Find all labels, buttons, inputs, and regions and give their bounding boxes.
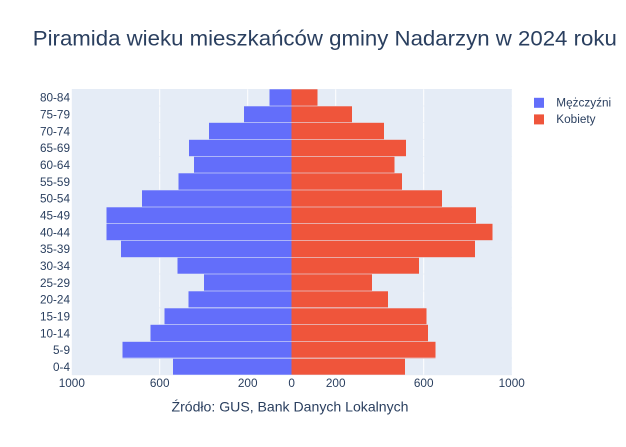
svg-text:30-34: 30-34 [40,260,71,273]
svg-text:1000: 1000 [499,377,526,390]
svg-text:70-74: 70-74 [40,125,71,138]
svg-text:75-79: 75-79 [40,109,70,122]
svg-text:Kobiety: Kobiety [556,113,595,126]
svg-text:15-19: 15-19 [40,311,70,324]
svg-text:55-59: 55-59 [40,176,70,189]
svg-text:80-84: 80-84 [40,92,71,105]
svg-text:35-39: 35-39 [40,243,70,256]
svg-text:60-64: 60-64 [40,159,71,172]
svg-text:25-29: 25-29 [40,277,70,290]
svg-text:20-24: 20-24 [40,294,71,307]
svg-text:10-14: 10-14 [40,327,71,340]
svg-text:600: 600 [414,377,434,390]
svg-text:50-54: 50-54 [40,193,71,206]
svg-text:65-69: 65-69 [40,142,70,155]
svg-text:5-9: 5-9 [53,344,70,357]
svg-text:Mężczyźni: Mężczyźni [556,97,611,110]
svg-text:1000: 1000 [59,377,86,390]
svg-text:200: 200 [326,377,346,390]
svg-text:0: 0 [288,377,295,390]
svg-text:Źródło: GUS, Bank Danych Lokal: Źródło: GUS, Bank Danych Lokalnych [172,400,409,415]
svg-text:0-4: 0-4 [53,361,70,374]
svg-text:200: 200 [238,377,258,390]
svg-text:40-44: 40-44 [40,226,71,239]
svg-text:600: 600 [150,377,170,390]
svg-text:45-49: 45-49 [40,210,70,223]
svg-text:Piramida wieku mieszkańców gmi: Piramida wieku mieszkańców gminy Nadarzy… [33,28,617,51]
